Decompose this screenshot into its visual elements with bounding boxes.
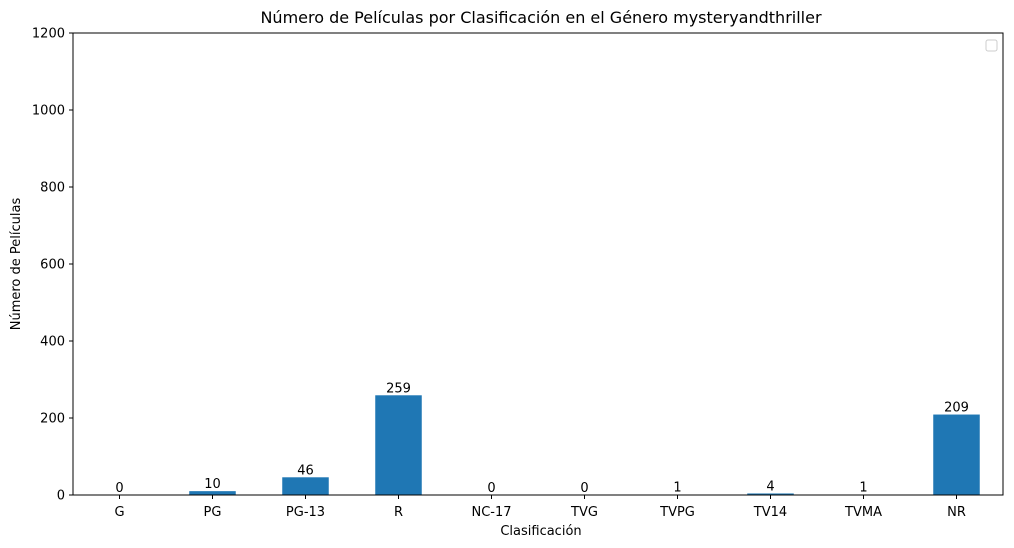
- x-tick-label: PG: [204, 505, 222, 520]
- y-tick-label: 0: [57, 489, 65, 504]
- x-tick-label: G: [114, 505, 124, 520]
- data-label-pg-13: 46: [297, 463, 314, 478]
- data-label-tvpg: 1: [673, 481, 681, 496]
- bar-pg: [189, 491, 236, 495]
- x-tick-label: TV14: [753, 505, 787, 520]
- x-tick-label: NR: [947, 505, 966, 520]
- x-tick-label: PG-13: [286, 505, 325, 520]
- x-tick-label: TVPG: [659, 505, 695, 520]
- data-label-nc-17: 0: [487, 481, 495, 496]
- data-label-pg: 10: [204, 477, 221, 492]
- data-label-r: 259: [386, 381, 411, 396]
- data-label-g: 0: [115, 481, 123, 496]
- y-tick-label: 400: [40, 335, 65, 350]
- plot-area-frame: [72, 32, 1004, 496]
- x-tick-label: R: [394, 505, 403, 520]
- data-labels-group: 0 10 46 259 0 0 1 4 1 209: [115, 381, 969, 496]
- x-tick-label: TVMA: [844, 505, 882, 520]
- data-label-tvg: 0: [580, 481, 588, 496]
- x-axis-ticks: G PG PG-13 R NC-17 TVG TVPG TV14 TVMA NR: [114, 495, 966, 520]
- y-tick-label: 200: [40, 412, 65, 427]
- x-axis-label: Clasificación: [500, 524, 581, 539]
- chart-title: Número de Películas por Clasificación en…: [260, 8, 822, 27]
- y-tick-label: 1000: [32, 104, 65, 119]
- y-tick-label: 600: [40, 258, 65, 273]
- legend: [985, 39, 998, 52]
- bar-nr: [933, 414, 980, 495]
- y-axis-label: Número de Películas: [9, 198, 24, 331]
- legend-box: [985, 39, 998, 52]
- bar-pg-13: [282, 477, 329, 495]
- data-label-tv14: 4: [766, 479, 774, 494]
- x-tick-label: TVG: [570, 505, 598, 520]
- y-tick-label: 800: [40, 181, 65, 196]
- y-axis-ticks: 0 200 400 600 800 1000 1200: [32, 27, 73, 504]
- x-tick-label: NC-17: [471, 505, 511, 520]
- bar-r: [375, 395, 422, 495]
- data-label-tvma: 1: [859, 481, 867, 496]
- bar-tv14: [747, 493, 794, 495]
- data-label-nr: 209: [944, 401, 969, 416]
- y-tick-label: 1200: [32, 27, 65, 42]
